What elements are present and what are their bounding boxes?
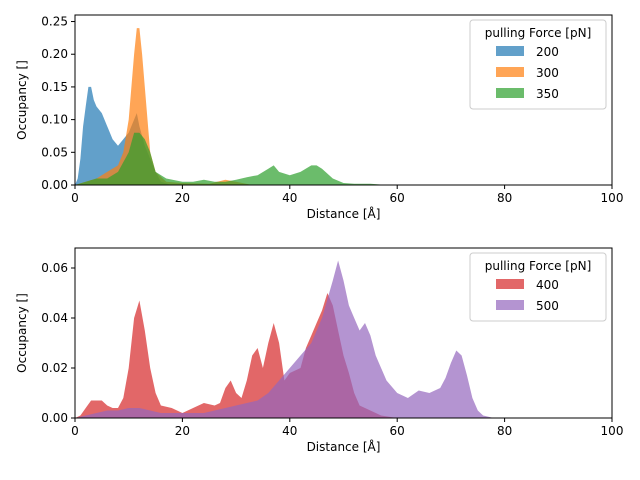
top-x-axis-label: Distance [Å] (307, 206, 381, 221)
y-tick-label: 0.15 (41, 80, 68, 94)
legend-label-300: 300 (536, 66, 559, 80)
series-500-area (75, 260, 494, 418)
legend-swatch-400 (496, 279, 524, 289)
bottom-legend-title: pulling Force [pN] (485, 259, 592, 273)
y-tick-label: 0.00 (41, 178, 68, 192)
top-legend-items: 200 300 350 (496, 45, 559, 101)
bottom-x-ticks: 0 20 40 60 80 100 (71, 418, 623, 438)
legend-label-500: 500 (536, 299, 559, 313)
top-x-ticks: 0 20 40 60 80 100 (71, 185, 623, 205)
bottom-series-areas (75, 260, 494, 418)
legend-swatch-500 (496, 300, 524, 310)
bottom-legend-items: 400 500 (496, 278, 559, 313)
x-tick-label: 80 (497, 424, 512, 438)
top-legend-box (469, 19, 607, 110)
x-tick-label: 100 (601, 424, 624, 438)
top-legend-title: pulling Force [pN] (485, 26, 592, 40)
top-legend: pulling Force [pN] 200 300 350 (469, 19, 607, 110)
x-tick-label: 20 (175, 191, 190, 205)
top-axes-frame (74, 14, 613, 186)
legend-swatch-200 (496, 46, 524, 56)
y-tick-label: 0.25 (41, 15, 68, 29)
bottom-x-axis-label: Distance [Å] (307, 439, 381, 454)
top-y-ticks: 0.00 0.05 0.10 0.15 0.20 0.25 (41, 15, 75, 192)
bottom-panel: 0 20 40 60 80 100 0.00 0.02 0.04 0.06 Distance [… (15, 247, 623, 454)
bottom-y-axis-label: Occupancy [] (15, 293, 29, 373)
x-tick-label: 40 (282, 424, 297, 438)
legend-swatch-350 (496, 88, 524, 98)
x-tick-label: 0 (71, 424, 79, 438)
bottom-axes-frame (74, 247, 613, 419)
bottom-legend: pulling Force [pN] 400 500 (469, 252, 607, 322)
x-tick-label: 60 (390, 424, 405, 438)
x-tick-label: 20 (175, 424, 190, 438)
y-tick-label: 0.20 (41, 47, 68, 61)
y-tick-label: 0.10 (41, 113, 68, 127)
x-tick-label: 60 (390, 191, 405, 205)
x-tick-label: 100 (601, 191, 624, 205)
legend-label-200: 200 (536, 45, 559, 59)
legend-label-350: 350 (536, 87, 559, 101)
x-tick-label: 0 (71, 191, 79, 205)
top-series-areas (75, 28, 387, 185)
y-tick-label: 0.04 (41, 311, 68, 325)
y-tick-label: 0.05 (41, 145, 68, 159)
y-tick-label: 0.02 (41, 361, 68, 375)
x-tick-label: 40 (282, 191, 297, 205)
x-tick-label: 80 (497, 191, 512, 205)
legend-label-400: 400 (536, 278, 559, 292)
series-350-area (75, 132, 387, 185)
top-y-axis-label: Occupancy [] (15, 60, 29, 140)
top-panel: 0 20 40 60 80 100 0.00 0.05 0.10 0.15 0.20 0.25 Di… (15, 14, 623, 221)
y-tick-label: 0.00 (41, 411, 68, 425)
bottom-y-ticks: 0.00 0.02 0.04 0.06 (41, 261, 75, 425)
y-tick-label: 0.06 (41, 261, 68, 275)
legend-swatch-300 (496, 67, 524, 77)
